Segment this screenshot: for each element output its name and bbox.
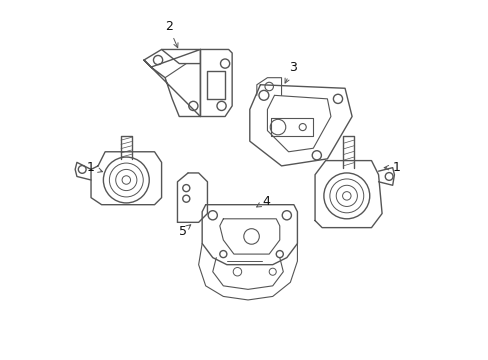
Text: 2: 2	[164, 20, 178, 48]
Text: 1: 1	[87, 161, 102, 174]
Text: 5: 5	[179, 225, 190, 238]
Text: 1: 1	[384, 161, 399, 174]
Text: 4: 4	[256, 195, 270, 208]
Text: 3: 3	[285, 60, 297, 83]
